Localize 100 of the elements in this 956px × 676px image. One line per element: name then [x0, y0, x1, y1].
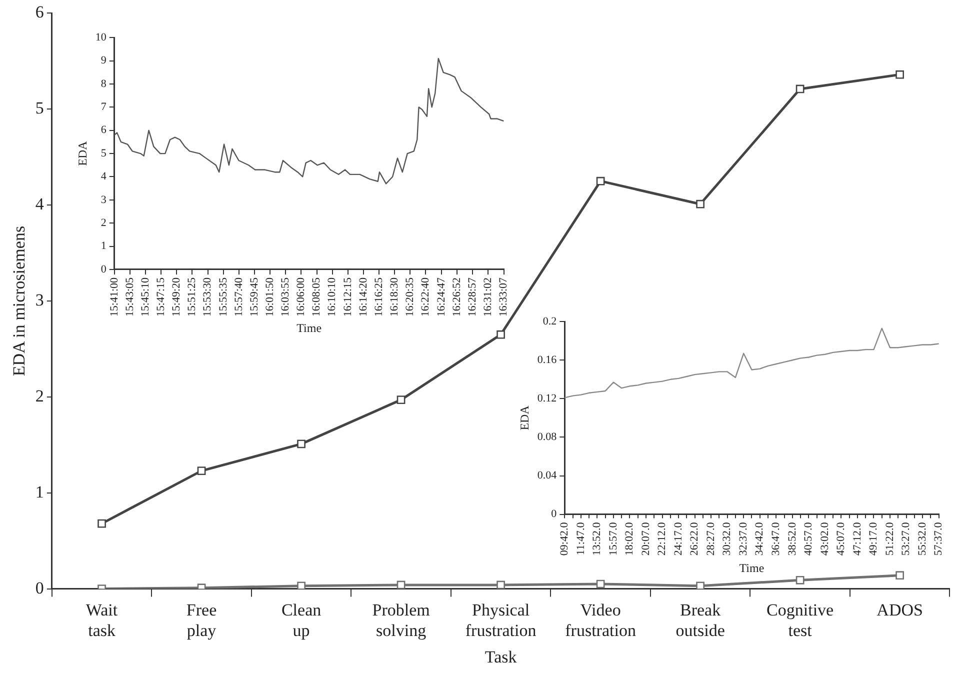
y-axis-title: EDA — [75, 140, 90, 166]
x-tick-label: 16:24:47 — [435, 277, 448, 317]
point — [696, 200, 704, 208]
y-tick-label: 0.2 — [542, 315, 557, 328]
y-tick-label: 5 — [100, 147, 107, 160]
y-tick-label: 0 — [100, 263, 107, 276]
x-tick-label: 26:22.0 — [688, 522, 701, 556]
x-tick-label: Break outside — [676, 600, 725, 640]
point — [396, 580, 406, 589]
y-tick-label: 3 — [35, 290, 44, 310]
x-tick-label: 15:57:40 — [232, 277, 245, 317]
x-tick-label: 16:33:07 — [498, 277, 510, 317]
y-tick-label: 6 — [100, 124, 107, 136]
x-tick-label: 16:14:20 — [357, 277, 370, 317]
x-tick-label: ADOS — [876, 600, 923, 620]
x-tick-label: 16:06:00 — [295, 277, 308, 317]
x-tick-label: 15:51:25 — [186, 277, 198, 317]
y-tick-label: 5 — [35, 98, 44, 118]
x-tick-label: 15:57.0 — [607, 522, 620, 556]
x-axis-title: Time — [296, 320, 322, 335]
x-tick-label: 36:47.0 — [770, 522, 782, 556]
point — [297, 440, 306, 448]
point — [98, 519, 106, 528]
y-tick-label: 0 — [35, 578, 44, 598]
x-tick-label: 09:42.0 — [558, 522, 571, 556]
y-tick-label: 2 — [100, 217, 106, 229]
x-tick-label: 28:27.0 — [704, 522, 717, 556]
y-axis-title: EDA — [517, 405, 532, 430]
y-tick-label: 9 — [100, 54, 107, 67]
x-tick-label: 32:37.0 — [737, 522, 750, 556]
point — [796, 576, 804, 584]
point — [197, 466, 206, 475]
x-tick-label: 15:55:35 — [217, 277, 230, 317]
x-tick-label: 11:47.0 — [574, 522, 587, 556]
x-tick-label: 16:12:15 — [342, 277, 354, 317]
point — [896, 571, 904, 580]
x-tick-label: 16:10:10 — [326, 277, 338, 317]
x-tick-label: 51:22.0 — [884, 522, 896, 556]
x-tick-label: 13:52.0 — [591, 522, 604, 556]
x-tick-label: 16:18:30 — [388, 277, 400, 317]
y-tick-label: 0 — [551, 508, 558, 520]
x-tick-label: 18:02.0 — [624, 522, 636, 556]
x-tick-label: 16:28:57 — [466, 277, 479, 317]
point — [596, 580, 605, 588]
x-tick-label: 49:17.0 — [868, 522, 880, 556]
x-tick-label: 15:43:05 — [124, 277, 136, 317]
x-tick-label: 55:32.0 — [916, 522, 928, 556]
y-tick-label: 0.08 — [537, 431, 558, 444]
y-tick-label: 2 — [35, 386, 44, 406]
y-tick-label: 0.16 — [537, 354, 558, 366]
x-tick-label: Clean up — [281, 600, 322, 640]
point — [596, 176, 605, 186]
y-tick-label: 4 — [35, 194, 44, 214]
x-tick-label: 16:22:40 — [420, 277, 432, 317]
x-tick-label: Physical frustration — [465, 600, 537, 640]
y-tick-label: 1 — [35, 482, 44, 502]
x-tick-label: 40:57.0 — [802, 522, 815, 556]
y-tick-label: 1 — [100, 240, 106, 252]
x-tick-label: 47:12.0 — [851, 522, 864, 556]
x-tick-label: 16:20:35 — [404, 277, 416, 317]
x-tick-label: 15:41:00 — [108, 277, 120, 317]
point — [496, 330, 505, 339]
x-tick-label: 16:31:02 — [482, 277, 494, 317]
y-axis-title: EDA in microsiemens — [10, 226, 29, 376]
x-tick-label: 30:32.0 — [721, 522, 734, 556]
y-tick-label: 0.04 — [537, 470, 558, 482]
x-tick-label: 15:49:20 — [170, 277, 183, 317]
x-tick-label: 38:52.0 — [786, 522, 798, 556]
x-tick-label: 16:16:25 — [372, 277, 385, 317]
x-tick-label: 57:37.0 — [932, 522, 945, 556]
x-tick-label: Free play — [186, 600, 217, 640]
point — [297, 582, 306, 589]
x-tick-label: Video frustration — [565, 600, 636, 640]
x-tick-label: Problem solving — [372, 600, 430, 640]
x-tick-label: 20:07.0 — [640, 522, 652, 556]
x-tick-label: 34:42.0 — [754, 522, 766, 556]
x-tick-label: 15:53:30 — [202, 277, 214, 317]
y-tick-label: 7 — [100, 101, 107, 114]
y-tick-label: 0.12 — [537, 392, 557, 405]
x-tick-label: 22:12.0 — [656, 522, 668, 556]
x-tick-label: 15:47:15 — [155, 277, 168, 317]
point — [696, 582, 704, 589]
y-tick-label: 6 — [35, 2, 44, 22]
x-tick-label: 15:45:10 — [139, 277, 152, 317]
x-tick-label: 15:59:45 — [248, 277, 260, 317]
point — [796, 84, 804, 94]
x-tick-label: Wait task — [86, 600, 118, 640]
x-tick-label: 16:01:50 — [264, 277, 276, 317]
x-axis-title: Time — [739, 560, 764, 575]
x-axis-title: Task — [484, 647, 518, 666]
y-tick-label: 8 — [100, 78, 107, 90]
x-tick-label: 16:08:05 — [310, 277, 323, 317]
point — [396, 396, 406, 404]
point — [496, 580, 505, 589]
x-tick-label: 43:02.0 — [818, 522, 831, 556]
y-tick-label: 10 — [95, 31, 107, 44]
x-tick-label: 53:27.0 — [900, 522, 912, 556]
x-tick-label: 24:17.0 — [672, 522, 684, 556]
point — [896, 70, 904, 79]
x-tick-label: 45:07.0 — [835, 522, 848, 556]
